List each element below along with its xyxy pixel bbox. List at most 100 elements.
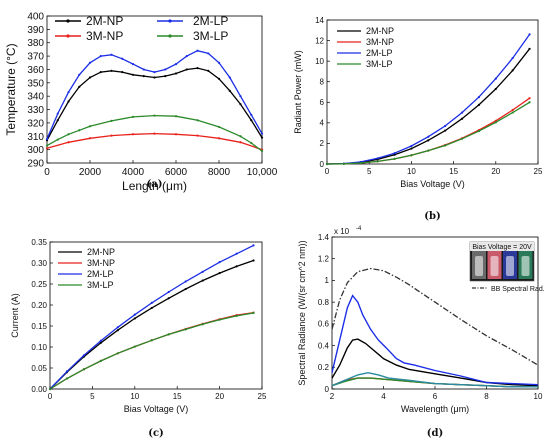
legend-label: 2M-NP — [87, 247, 115, 257]
x-tick-label: 8000 — [208, 167, 231, 178]
data-point — [511, 108, 514, 112]
data-point — [174, 63, 178, 66]
x-tick-label: 2000 — [79, 167, 102, 178]
data-point — [410, 154, 413, 157]
y-tick-label: 320 — [27, 118, 44, 129]
data-point — [45, 144, 49, 147]
data-point — [460, 137, 464, 140]
data-point — [250, 113, 253, 116]
x-tick-label: 0 — [325, 167, 330, 176]
data-point — [201, 279, 204, 282]
legend-marker — [168, 19, 172, 23]
data-point — [444, 144, 447, 147]
x-tick-label: 25 — [534, 167, 543, 176]
data-point — [99, 341, 102, 344]
series-line-bb-spectral-rad- — [331, 267, 539, 366]
data-point — [528, 101, 531, 104]
data-point — [174, 133, 178, 136]
inset-emitter-glow — [521, 256, 530, 276]
data-point — [196, 49, 199, 52]
data-point — [239, 103, 242, 106]
x-tick-label: 10 — [534, 392, 543, 401]
data-point — [150, 301, 153, 304]
data-point — [477, 96, 481, 99]
data-point — [201, 323, 204, 326]
data-point — [67, 100, 70, 103]
y-tick-label: 10 — [315, 57, 324, 66]
x-tick-label: 6000 — [165, 167, 188, 178]
data-point — [99, 339, 102, 342]
y-tick-label: 8 — [320, 78, 325, 87]
data-point — [164, 75, 167, 78]
data-point — [444, 129, 447, 132]
y-tick-label: 4 — [320, 119, 325, 128]
x-tick-label: 5 — [367, 167, 372, 176]
inset-emitter-glow — [475, 256, 483, 276]
y-tick-label: 0 — [325, 385, 330, 394]
y-tick-label: 0.25 — [31, 280, 47, 289]
legend-label: 3M-LP — [87, 280, 114, 290]
y-tick-label: 380 — [27, 38, 44, 49]
data-point — [217, 137, 221, 140]
legend-label: 3M-NP — [87, 258, 115, 268]
chart-panel-a: 0 2000 4000 6000 8000 10,000 290 300 310 320 330 34… — [4, 12, 278, 194]
panel-label-a: (a) — [147, 179, 163, 190]
data-point — [260, 136, 264, 139]
y-multiplier-exponent: -4 — [356, 226, 362, 232]
y-tick-label: 390 — [27, 25, 44, 36]
series-line-2m-np — [49, 259, 254, 390]
data-point — [88, 61, 92, 64]
data-point — [444, 124, 447, 128]
x-tick-label: 10,000 — [247, 167, 278, 178]
data-point — [116, 352, 119, 355]
x-axis-label: Length (μm) — [122, 179, 187, 193]
data-point — [427, 139, 430, 142]
data-point — [184, 280, 187, 283]
y-tick-label: 0.35 — [31, 238, 47, 247]
y-tick-label: 1.2 — [318, 255, 330, 264]
y-tick-label: 0.10 — [31, 343, 47, 352]
y-tick-label: 0.05 — [31, 364, 47, 373]
data-point — [410, 144, 413, 148]
legend-label: 3M-NP — [366, 37, 394, 47]
legend-marker — [168, 34, 172, 38]
data-point — [88, 137, 92, 140]
data-point — [207, 69, 210, 72]
data-point — [110, 69, 113, 72]
data-point — [56, 138, 59, 141]
data-point — [235, 314, 238, 318]
chart-panel-c: 0 5 10 15 20 25 0.00 0.05 0.10 0.15 0.20 0.25 0.30 0.… — [10, 238, 267, 439]
data-point — [511, 111, 514, 114]
data-point — [110, 119, 113, 123]
data-point — [153, 76, 156, 79]
data-point — [133, 345, 136, 348]
plot-frame — [326, 19, 539, 165]
panel-label-b: (b) — [424, 211, 440, 222]
chart-panel-d: 2 4 6 8 10 0 0.2 0.4 0.6 0.8 1 1.2 1.4 Wavelength (μm… — [297, 226, 545, 439]
data-point — [252, 244, 255, 247]
data-point — [121, 71, 124, 74]
data-point — [494, 121, 497, 124]
y-tick-label: 1.4 — [318, 233, 330, 242]
legend-label: 3M-LP — [193, 29, 228, 43]
y-tick-label: 0.8 — [318, 298, 330, 307]
y-tick-label: 2 — [320, 139, 325, 148]
inset-emitter-glow — [490, 256, 499, 276]
y-axis-label: Current (A) — [10, 293, 20, 338]
series-line-2m-lp — [326, 34, 531, 165]
data-point — [376, 160, 379, 163]
y-multiplier-label: x 10 — [334, 227, 350, 236]
legend-label: 3M-LP — [366, 59, 393, 69]
data-point — [528, 97, 531, 100]
data-point — [196, 119, 199, 122]
data-point — [359, 161, 362, 165]
y-axis-label: Spectral Radiance (W/(sr cm^2 nm)) — [297, 240, 307, 385]
data-point — [217, 125, 221, 129]
data-point — [217, 61, 221, 64]
data-point — [131, 73, 135, 76]
x-tick-label: 20 — [215, 392, 224, 401]
series-line-2m-lp — [49, 244, 254, 390]
series-line-3m-lp — [46, 114, 263, 152]
chart-panel-b: 0 5 10 15 20 25 0 2 4 6 8 10 12 14 Bias Voltage (V) Rad… — [293, 16, 543, 222]
